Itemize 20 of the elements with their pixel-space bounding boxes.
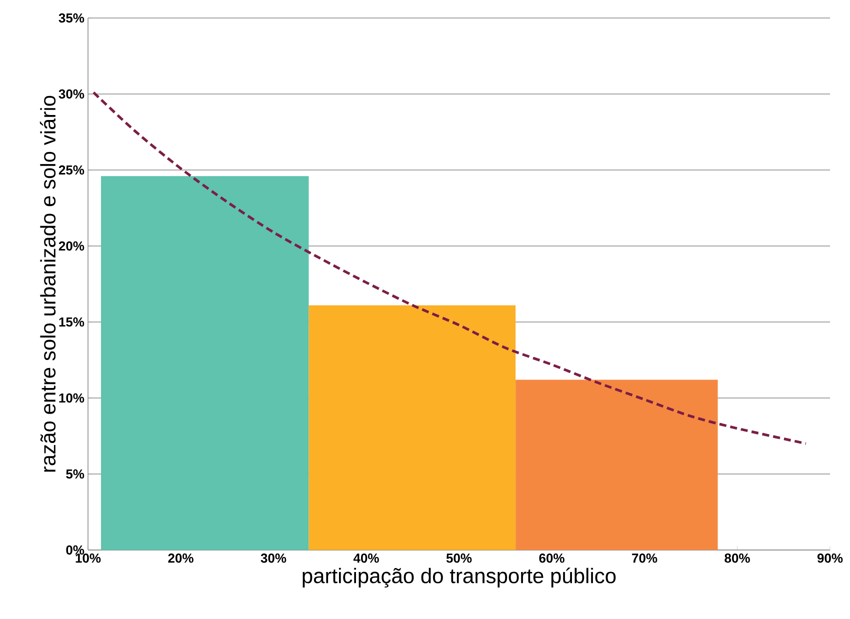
y-tick-label: 10% xyxy=(59,393,84,403)
y-tick-label: 30% xyxy=(58,89,84,99)
y-tick-label: 5% xyxy=(66,469,84,479)
y-tick-label: 15% xyxy=(59,317,84,327)
y-tick-label: 25% xyxy=(58,165,84,175)
y-axis-title: razão entre solo urbanizado e solo viário xyxy=(40,96,56,472)
x-tick-label: 90% xyxy=(817,554,843,563)
x-tick-label: 70% xyxy=(632,554,658,563)
line-series xyxy=(92,91,808,445)
y-tick-label: 0% xyxy=(66,545,84,555)
y-tick-label: 35% xyxy=(58,13,84,23)
x-tick-label: 30% xyxy=(260,554,286,563)
x-tick-label: 60% xyxy=(539,554,564,563)
x-axis-title: participação do transporte público xyxy=(302,568,616,588)
x-tick-label: 10% xyxy=(76,554,101,563)
y-tick-label: 20% xyxy=(58,241,84,251)
x-tick-label: 40% xyxy=(353,554,379,563)
x-tick-label: 20% xyxy=(168,554,194,563)
x-tick-label: 80% xyxy=(724,554,750,563)
x-tick-label: 50% xyxy=(446,554,472,563)
